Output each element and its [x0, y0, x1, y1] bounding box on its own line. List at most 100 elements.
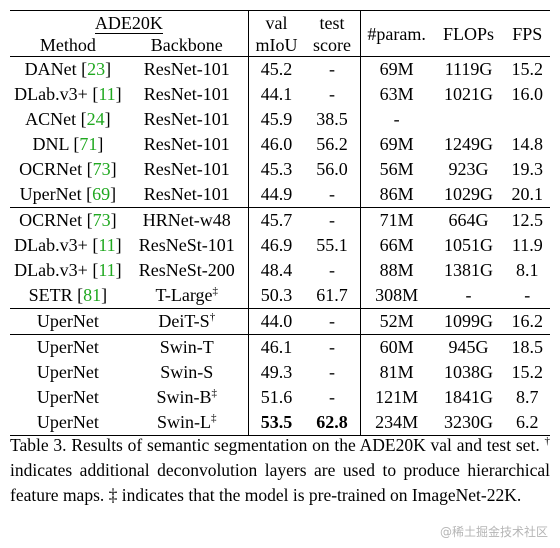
backbone-name: DeiT-S	[158, 311, 210, 331]
reference-link[interactable]: 69	[92, 184, 111, 204]
val-miou-value: 53.5	[260, 412, 293, 432]
test-score-cell: -	[304, 308, 361, 335]
backbone-cell: HRNet-w48	[125, 207, 249, 233]
param-value: -	[393, 109, 400, 129]
flops-cell: 1029G	[433, 182, 505, 208]
param-value: 121M	[375, 387, 419, 407]
param-value: 56M	[379, 159, 414, 179]
fps-cell: -	[505, 283, 550, 309]
val-miou-cell: 53.5	[248, 410, 304, 436]
backbone-cell: Swin-B‡	[125, 385, 249, 410]
method-name: DNL	[32, 134, 69, 154]
caption-text-part3: indicates that the model is pre-trained …	[117, 485, 522, 505]
test-score-value: 61.7	[316, 285, 348, 305]
method-name: DLab.v3+	[14, 84, 88, 104]
method-name: OCRNet	[19, 210, 83, 230]
method-cell: UperNet	[10, 410, 126, 436]
fps-cell: 16.2	[504, 308, 550, 335]
method-name: DANet	[24, 59, 77, 79]
test-score-cell: -	[304, 258, 361, 283]
fps-cell: 15.2	[504, 56, 550, 82]
footnote-marker: ‡	[211, 387, 218, 399]
param-cell: 56M	[360, 157, 432, 182]
backbone-cell: ResNeSt-200	[125, 258, 249, 283]
val-miou-value: 46.1	[260, 337, 293, 357]
table-row: DLab.v3+ [11] ResNet-101 44.1 - 63M 1021G 16.0	[10, 82, 550, 107]
val-miou-value: 50.3	[260, 285, 293, 305]
flops-header: FLOPs	[443, 24, 495, 44]
val-miou-cell: 45.3	[248, 157, 304, 182]
fps-value: -	[524, 285, 531, 305]
method-cell: OCRNet [73]	[10, 207, 126, 233]
reference-link[interactable]: 23	[87, 59, 106, 79]
fps-cell: 19.3	[505, 157, 550, 182]
param-cell: -	[360, 107, 432, 132]
param-cell: 81M	[360, 360, 432, 385]
backbone-name: ResNeSt-101	[138, 235, 235, 255]
backbone-name: ResNet-101	[143, 159, 230, 179]
table-row: OCRNet [73] HRNet-w48 45.7 - 71M 664G 12.5	[10, 207, 550, 233]
method-name: ACNet	[25, 109, 77, 129]
method-cell: ACNet [24]	[25, 109, 111, 129]
flops-cell: 1021G	[433, 82, 505, 107]
param-cell: 63M	[360, 82, 432, 107]
test-score-value: -	[329, 387, 336, 407]
fps-value: 8.1	[516, 260, 539, 280]
test-score-cell: -	[304, 82, 361, 107]
reference-link[interactable]: 24	[86, 109, 105, 129]
backbone-name: HRNet-w48	[142, 210, 231, 230]
flops-cell: 1038G	[433, 360, 505, 385]
reference-link[interactable]: 81	[83, 285, 102, 305]
table-row: ACNet [24] ResNet-101 45.9 38.5 -	[10, 107, 550, 132]
backbone-cell: ResNet-101	[125, 132, 249, 157]
flops-value: 664G	[448, 210, 489, 230]
backbone-name: Swin-T	[159, 337, 214, 357]
param-cell: 88M	[360, 258, 432, 283]
reference-link[interactable]: 71	[79, 134, 98, 154]
method-name: DLab.v3+	[14, 235, 88, 255]
method-name: UperNet	[36, 337, 99, 357]
test-score-value: -	[329, 260, 336, 280]
test-header-line1: test	[304, 10, 361, 34]
reference-link[interactable]: 11	[98, 260, 116, 280]
fps-value: 12.5	[511, 210, 544, 230]
method-cell: DLab.v3+ [11]	[14, 84, 122, 104]
watermark-text: @稀土掘金技术社区	[439, 525, 548, 539]
reference-link[interactable]: 73	[92, 210, 111, 230]
param-value: 60M	[379, 337, 414, 357]
fps-cell: 20.1	[505, 182, 550, 208]
val-miou-value: 45.9	[260, 109, 293, 129]
table-row: UperNet [69] ResNet-101 44.9 - 86M 1029G 20.1	[10, 182, 550, 208]
backbone-cell: T-Large‡	[125, 283, 249, 309]
method-cell: OCRNet [73]	[19, 159, 117, 179]
param-value: 69M	[379, 59, 414, 79]
test-score-cell: 56.2	[304, 132, 361, 157]
footnote-marker: ‡	[212, 285, 219, 297]
test-score-cell: -	[304, 360, 361, 385]
table-row: UperNet Swin-T 46.1 - 60M 945G 18.5	[10, 334, 550, 360]
fps-cell: 16.0	[505, 82, 550, 107]
method-name: UperNet	[36, 362, 99, 382]
flops-cell: 3230G	[433, 410, 505, 436]
reference-link[interactable]: 11	[98, 235, 116, 255]
fps-cell: 14.8	[505, 132, 550, 157]
flops-cell: 1381G	[433, 258, 505, 283]
method-cell: UperNet [69]	[19, 184, 117, 204]
backbone-cell: Swin-S	[125, 360, 249, 385]
method-cell: DLab.v3+ [11]	[14, 235, 122, 255]
method-cell: UperNet	[10, 360, 126, 385]
flops-cell: 1841G	[433, 385, 505, 410]
reference-link[interactable]: 73	[92, 159, 111, 179]
param-value: 69M	[379, 134, 414, 154]
flops-value: 1249G	[444, 134, 494, 154]
table-row: UperNet DeiT-S† 44.0 - 52M 1099G 16.2	[10, 308, 550, 335]
reference-link[interactable]: 11	[98, 84, 116, 104]
val-miou-value: 48.4	[260, 260, 293, 280]
param-value: 88M	[379, 260, 414, 280]
val-miou-value: 44.9	[260, 184, 293, 204]
test-score-cell: -	[304, 334, 361, 360]
val-miou-cell: 44.1	[248, 82, 304, 107]
backbone-cell: ResNet-101	[125, 182, 249, 208]
results-table: ADE20K val test #param. FLOPs FPS Method…	[10, 10, 550, 436]
test-score-value: -	[329, 184, 336, 204]
